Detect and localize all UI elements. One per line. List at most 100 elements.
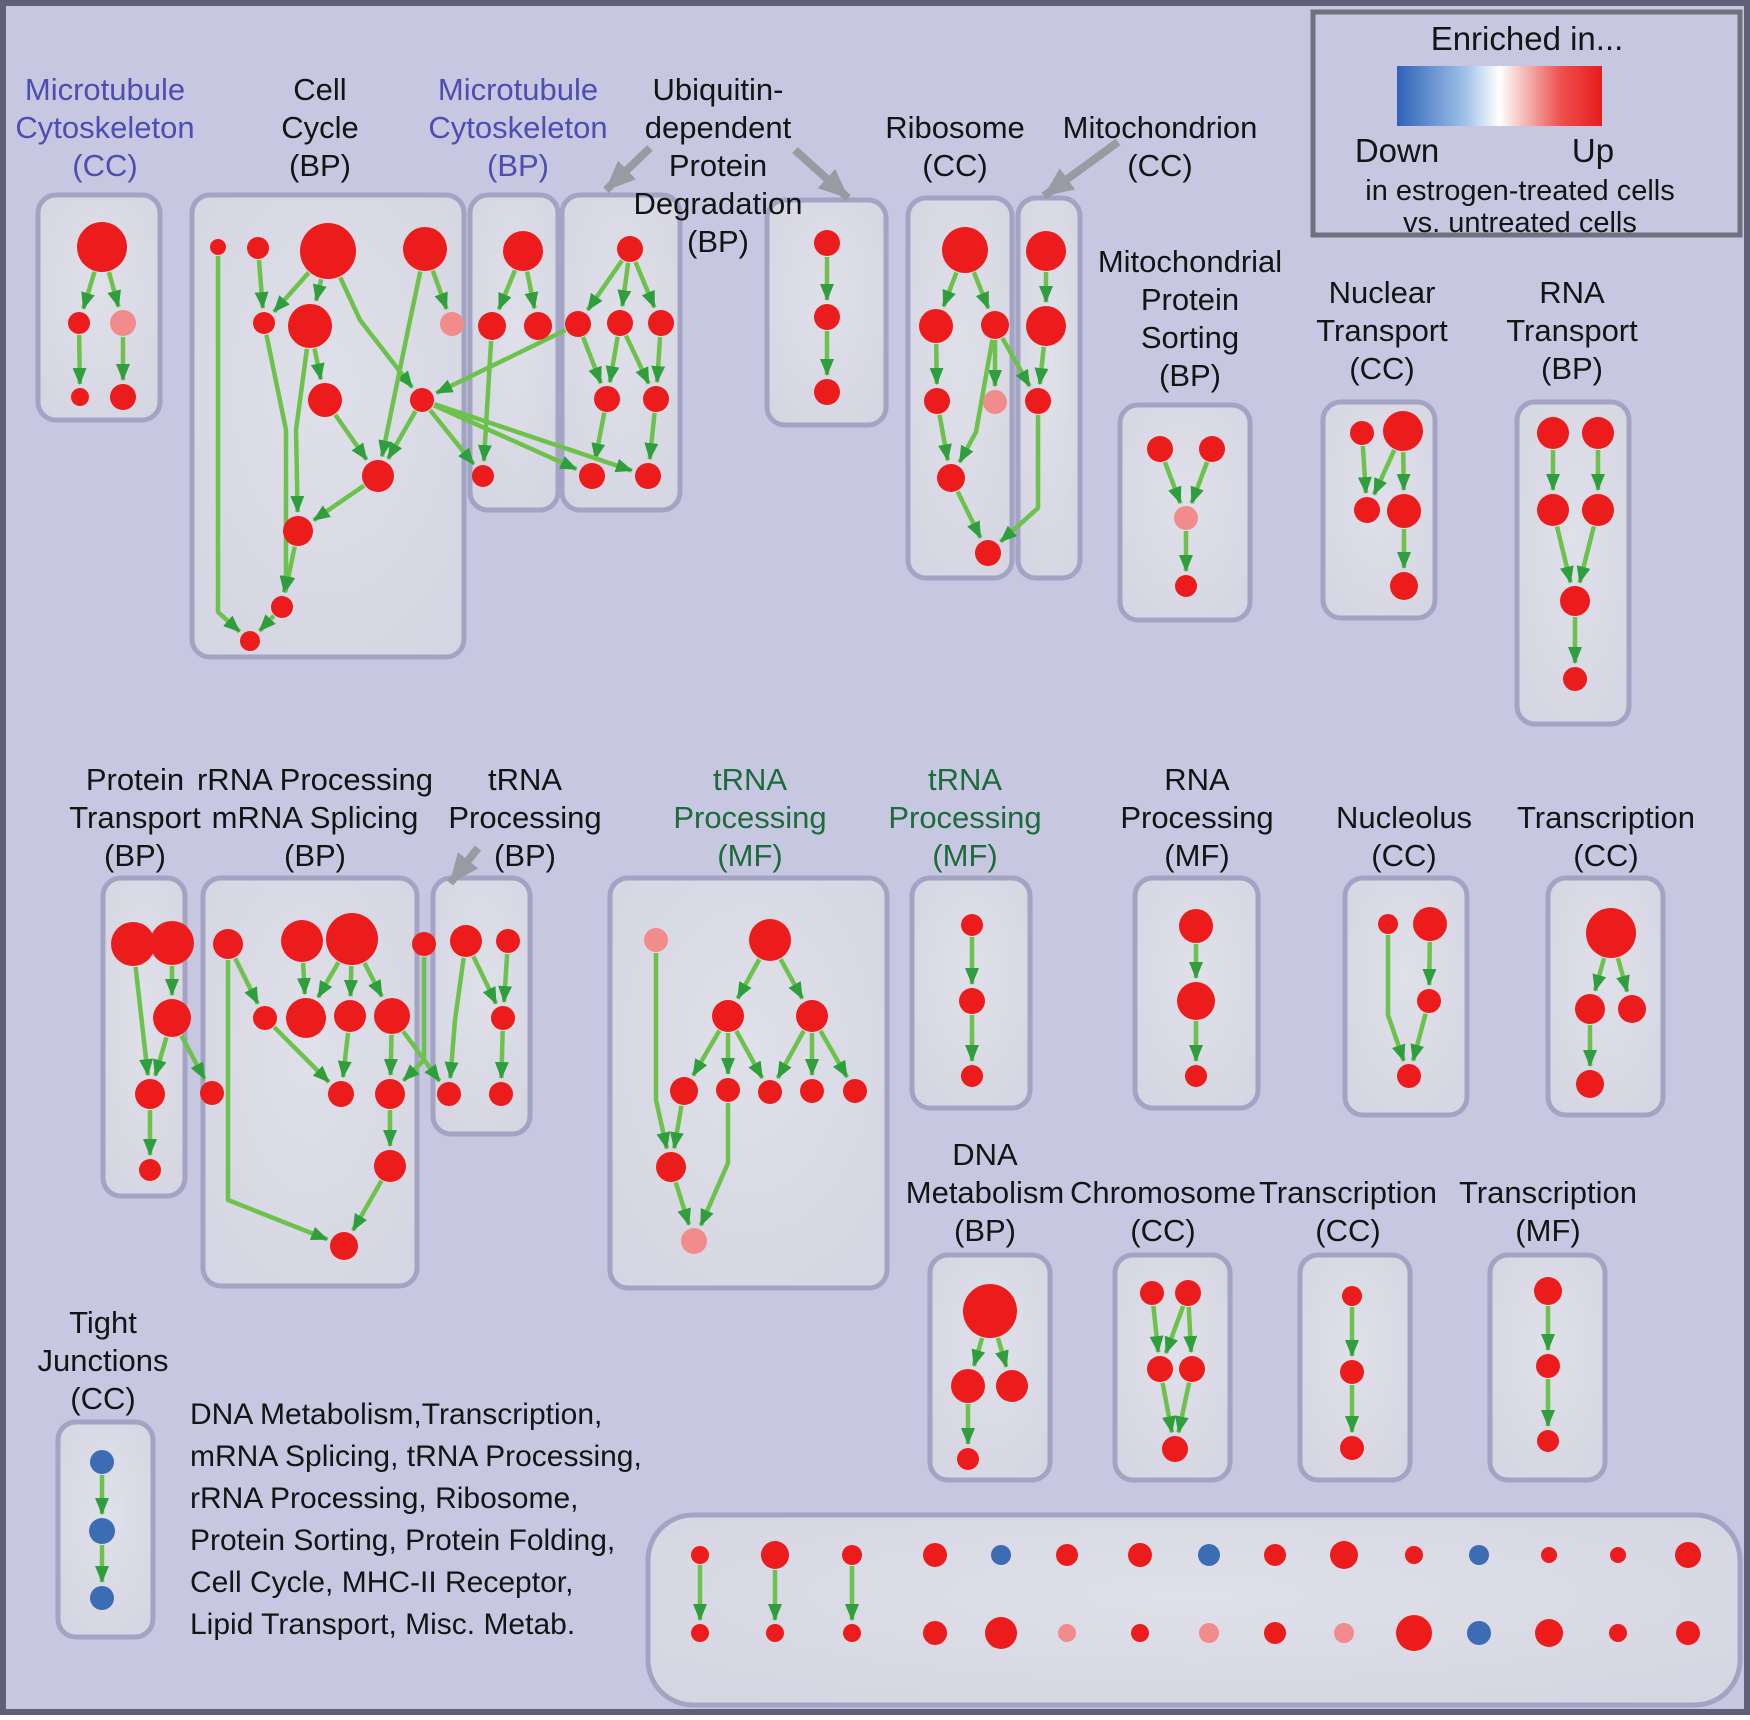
go-node-trans_cc_mid-l1 — [1586, 908, 1636, 958]
go-node-mito_sort-s1 — [1147, 436, 1173, 462]
go-node-mt_cc-a5 — [110, 384, 136, 410]
go-node-rrna-q8 — [374, 998, 410, 1034]
go-node-dna_met-w4 — [957, 1448, 979, 1470]
go-node-rrna-q12 — [374, 1150, 406, 1182]
go-node-cell_cycle-c12 — [271, 596, 293, 618]
edge-nuc_trans — [1363, 446, 1366, 493]
go-node-rrna-q7 — [334, 1000, 366, 1032]
go-node-mito_sort-s2 — [1199, 436, 1225, 462]
go-node-cell_cycle-c8 — [308, 383, 342, 417]
go-node-ubi1-u8 — [635, 463, 661, 489]
go-node-chromosome-v1 — [1140, 1281, 1164, 1305]
go-node-nuc_trans-n3 — [1354, 497, 1380, 523]
go-node-nuc_trans-n4 — [1387, 494, 1421, 528]
go-node-mito_sort-s4 — [1175, 575, 1197, 597]
edge-nucleolus — [1429, 942, 1430, 985]
go-node-cell_cycle-c4 — [403, 227, 447, 271]
go-node-rrna-q11 — [375, 1079, 405, 1109]
go-node-trna_mf2-h3 — [961, 1065, 983, 1087]
legend-up-label: Up — [1572, 132, 1614, 169]
go-node-cell_cycle-c2 — [247, 237, 269, 259]
go-node-dna_met-w3 — [996, 1370, 1028, 1402]
go-node-trna_bp-b2 — [496, 929, 520, 953]
go-node-ubi1-u6 — [643, 386, 669, 412]
go-node-tight_junctions-z1 — [90, 1450, 114, 1474]
go-node-ribosome-r2 — [919, 309, 953, 343]
go-node-chromosome-v3 — [1147, 1356, 1173, 1382]
go-node-mt_bp-k2 — [478, 312, 506, 340]
go-node-trans_mf-y2 — [1536, 1354, 1560, 1378]
go-node-summary-o5 — [991, 1545, 1011, 1565]
go-node-rrna-q3 — [326, 913, 378, 965]
go-node-mt_cc-a4 — [71, 388, 89, 406]
go-node-mt_bp-k3 — [524, 312, 552, 340]
go-node-ubi2-d1 — [814, 230, 840, 256]
edge-rrna — [390, 1035, 391, 1075]
go-node-trna_mf1-g2 — [749, 919, 791, 961]
go-node-trna_mf2-h2 — [959, 988, 985, 1014]
go-node-rrna-q13 — [330, 1232, 358, 1260]
go-node-summary-o4 — [923, 1543, 947, 1567]
go-node-summary-m12 — [1467, 1621, 1491, 1645]
go-node-rrna-q10 — [328, 1081, 354, 1107]
go-node-cell_cycle-c10 — [362, 460, 394, 492]
go-node-mt_bp-k1 — [503, 231, 543, 271]
go-node-nucleolus-j4 — [1397, 1064, 1421, 1088]
go-node-summary-o15 — [1675, 1542, 1701, 1568]
go-node-summary-m14 — [1609, 1624, 1627, 1642]
go-node-ribosome-r3 — [981, 311, 1009, 339]
go-node-summary-o6 — [1056, 1544, 1078, 1566]
go-node-summary-o9 — [1264, 1544, 1286, 1566]
cluster-box-summary — [648, 1515, 1740, 1705]
go-node-nuc_trans-n2 — [1383, 411, 1423, 451]
go-node-rrna-q5 — [253, 1006, 277, 1030]
go-node-chromosome-v4 — [1179, 1356, 1205, 1382]
go-node-trna_bp-b3 — [491, 1006, 515, 1030]
go-node-trans_cc_bot-x2 — [1340, 1360, 1364, 1384]
go-node-rna_proc-i3 — [1185, 1065, 1207, 1087]
go-node-ribosome-r7 — [975, 540, 1001, 566]
legend-color-scale — [1397, 66, 1602, 126]
go-node-trna_mf1-g9 — [843, 1079, 867, 1103]
go-node-rrna-q1 — [213, 929, 243, 959]
go-node-nuc_trans-n5 — [1390, 572, 1418, 600]
legend-down-label: Down — [1355, 132, 1439, 169]
go-node-cell_cycle-c5 — [253, 312, 275, 334]
go-node-prot_trans-p4 — [135, 1079, 165, 1109]
edge-trna_bp — [501, 1031, 502, 1078]
go-node-dna_met-w2 — [951, 1369, 985, 1403]
go-node-nuc_trans-n1 — [1350, 421, 1374, 445]
go-node-ubi2-d3 — [814, 379, 840, 405]
go-node-summary-m6 — [1058, 1624, 1076, 1642]
edge-mt_cc — [79, 335, 80, 384]
go-node-cell_cycle-c7 — [440, 312, 464, 336]
go-node-trna_mf2-h1 — [961, 914, 983, 936]
go-node-summary-m8 — [1199, 1623, 1219, 1643]
edge-chromosome — [1189, 1307, 1191, 1352]
edge-ribosome — [936, 344, 937, 384]
go-node-trna_mf1-g7 — [758, 1080, 782, 1104]
go-node-trans_mf-y3 — [1537, 1430, 1559, 1452]
go-node-summary-m13 — [1535, 1619, 1563, 1647]
go-node-cell_cycle-c3 — [300, 223, 356, 279]
go-node-chromosome-v5 — [1162, 1436, 1188, 1462]
go-node-prot_trans-p3 — [153, 999, 191, 1037]
go-node-rrna-q2 — [281, 920, 323, 962]
go-node-rna_proc-i2 — [1177, 982, 1215, 1020]
go-node-trna_mf1-g11 — [681, 1228, 707, 1254]
edge-rrna — [351, 966, 352, 996]
go-node-mt_cc-a2 — [68, 312, 90, 334]
go-node-rna_trans-t2 — [1582, 417, 1614, 449]
go-node-trna_bp-b4 — [437, 1082, 461, 1106]
go-node-mt_bp-k4 — [472, 465, 494, 487]
go-node-rrna-q9 — [200, 1081, 224, 1105]
go-node-nucleolus-j2 — [1413, 907, 1447, 941]
legend-subtitle-1: in estrogen-treated cells — [1365, 175, 1675, 207]
go-node-trna_bp-b5 — [489, 1082, 513, 1106]
go-node-summary-m11 — [1396, 1615, 1432, 1651]
go-node-trna_mf1-g10 — [656, 1152, 686, 1182]
go-node-ubi1-u4 — [648, 310, 674, 336]
go-node-trna_mf1-g5 — [670, 1077, 698, 1105]
go-node-tight_junctions-z3 — [90, 1586, 114, 1610]
